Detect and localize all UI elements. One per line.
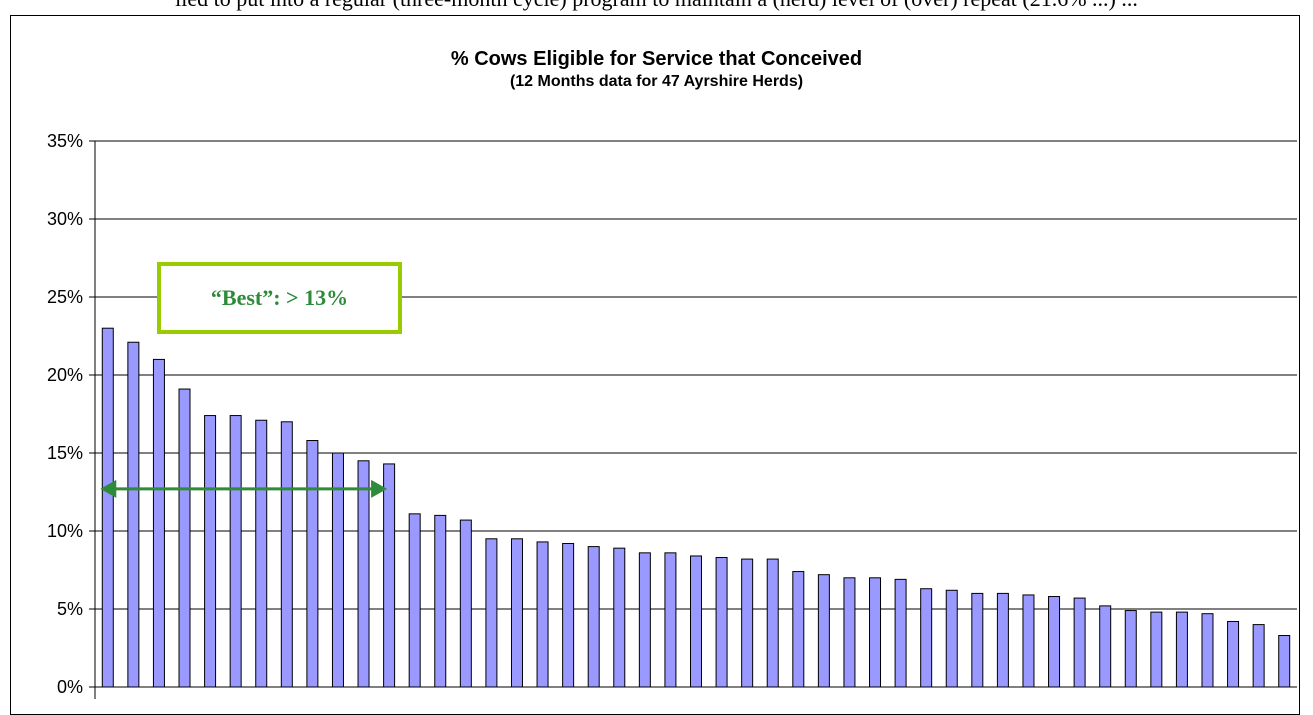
bar <box>869 577 882 688</box>
bar <box>843 577 856 688</box>
bar <box>1227 620 1240 688</box>
bar <box>152 358 165 688</box>
bar <box>766 558 779 688</box>
bar <box>204 415 217 688</box>
chart-subtitle: (12 Months data for 47 Ayrshire Herds) <box>509 73 804 90</box>
y-tick-label: 10% <box>47 521 83 541</box>
bar <box>945 589 958 688</box>
bar <box>1124 610 1137 688</box>
bar <box>178 388 191 688</box>
bar <box>1201 613 1214 688</box>
bar <box>587 546 600 688</box>
bar <box>792 571 805 688</box>
bar <box>690 555 702 688</box>
bar <box>459 519 472 688</box>
bar <box>664 552 677 688</box>
bar <box>715 557 728 688</box>
bar <box>485 538 498 688</box>
bar <box>1150 611 1163 688</box>
bar <box>996 592 1009 688</box>
bar <box>331 452 344 688</box>
y-tick-label: 25% <box>47 287 83 307</box>
bar <box>357 460 370 688</box>
chart-title: % Cows Eligible for Service that Conceiv… <box>450 48 863 70</box>
bar <box>1048 596 1061 688</box>
bar <box>408 513 421 688</box>
bar <box>638 552 651 688</box>
y-tick-label: 35% <box>47 131 83 151</box>
bar <box>127 341 140 688</box>
bar <box>741 558 754 688</box>
bar <box>1278 635 1291 688</box>
y-tick-label: 5% <box>57 599 83 619</box>
best-range-arrow-left-head <box>100 479 117 498</box>
bar <box>510 538 523 688</box>
bar <box>1073 597 1086 688</box>
bar <box>1022 594 1035 688</box>
bar <box>971 592 984 688</box>
bar <box>383 463 396 688</box>
y-tick-label: 20% <box>47 365 83 385</box>
bar <box>229 415 242 688</box>
bar <box>1175 611 1188 688</box>
bar <box>306 440 319 688</box>
best-range-arrow-right-head <box>371 479 388 498</box>
top-caption: lled to put into a regular (three-month … <box>0 0 1313 12</box>
bar <box>1099 605 1112 688</box>
y-tick-label: 30% <box>47 209 83 229</box>
bar <box>562 542 575 688</box>
bar <box>536 541 549 688</box>
bar <box>1252 624 1265 688</box>
bar <box>280 421 293 688</box>
best-callout: “Best”: > 13% <box>157 262 402 334</box>
bar <box>101 327 114 688</box>
y-tick-label: 15% <box>47 443 83 463</box>
bar <box>255 419 268 688</box>
y-tick-label: 0% <box>57 677 83 697</box>
bar <box>434 514 447 688</box>
bar <box>894 578 907 688</box>
bar <box>613 547 626 688</box>
bar <box>817 574 830 688</box>
bar <box>920 588 933 688</box>
